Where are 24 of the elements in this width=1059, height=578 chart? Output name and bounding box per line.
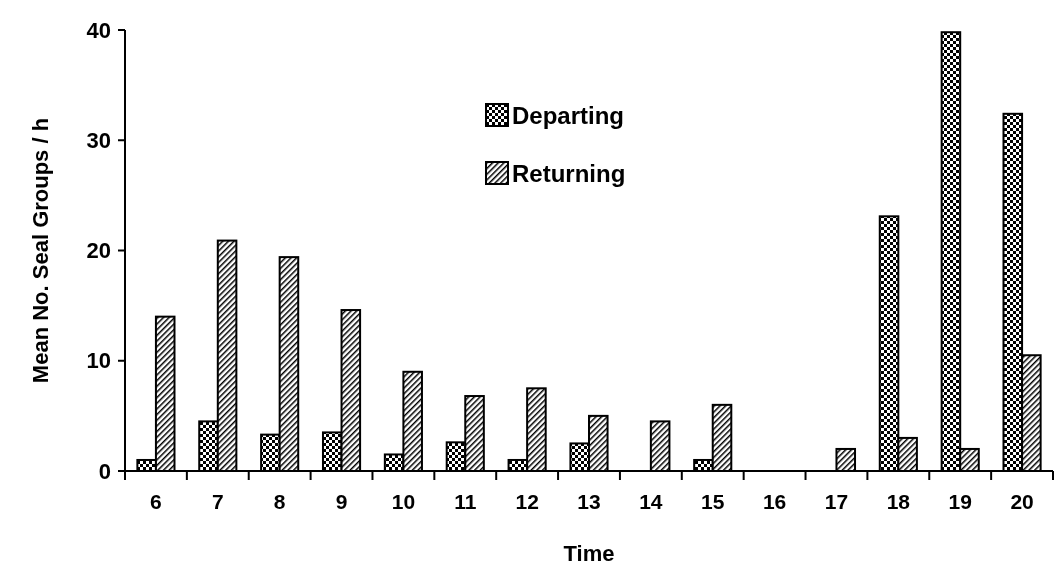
x-tick-label: 14 (639, 490, 663, 513)
x-tick-label: 11 (454, 490, 477, 513)
y-tick-label: 10 (86, 348, 111, 374)
x-tick-label: 8 (273, 490, 286, 513)
x-axis-title: Time (563, 541, 615, 566)
x-tick-label: 9 (335, 490, 348, 513)
y-tick-label: 30 (86, 127, 111, 153)
y-tick-label: 40 (86, 17, 111, 43)
x-tick-label: 17 (824, 490, 849, 513)
y-axis-title: Mean No. Seal Groups / h (28, 117, 53, 384)
legend-label: Returning (512, 160, 626, 188)
x-tick-label: 10 (391, 490, 416, 513)
x-tick-label: 19 (948, 490, 972, 513)
x-tick-label: 20 (1010, 490, 1034, 513)
x-tick-label: 6 (150, 490, 162, 513)
y-tick-label: 20 (86, 238, 111, 264)
y-tick-label: 0 (98, 458, 111, 484)
x-tick-label: 12 (515, 490, 539, 513)
x-tick-label: 16 (762, 490, 787, 513)
x-tick-label: 7 (211, 490, 224, 513)
x-tick-label: 15 (701, 490, 725, 513)
x-tick-label: 13 (577, 490, 601, 513)
x-tick-label: 18 (886, 490, 911, 513)
legend-label: Departing (512, 102, 625, 130)
